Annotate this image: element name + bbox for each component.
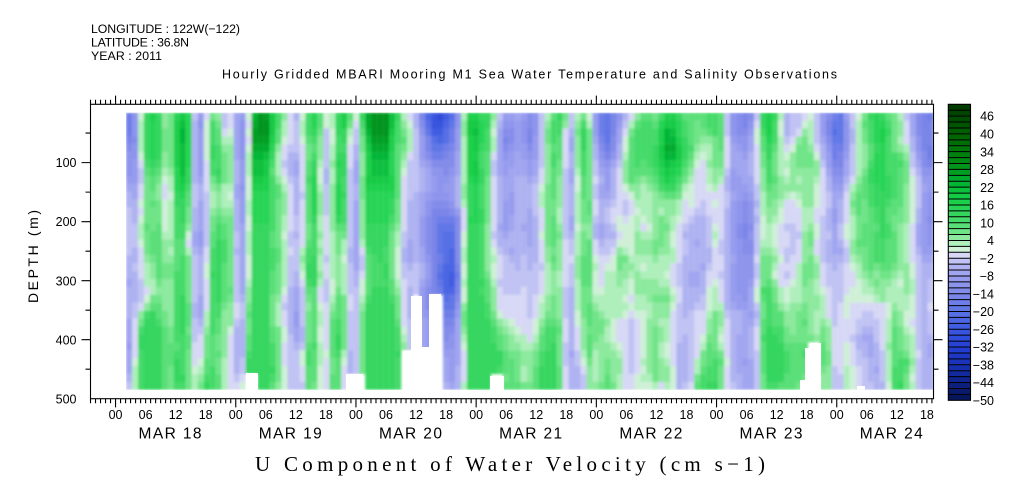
svg-text:−38: −38 xyxy=(973,358,994,372)
svg-text:12: 12 xyxy=(169,408,183,422)
svg-text:00: 00 xyxy=(349,408,363,422)
svg-text:−32: −32 xyxy=(973,341,994,355)
svg-text:−14: −14 xyxy=(973,287,994,301)
svg-text:10: 10 xyxy=(980,216,994,230)
svg-text:−8: −8 xyxy=(980,270,994,284)
svg-text:MAR 18: MAR 18 xyxy=(139,426,202,443)
svg-text:00: 00 xyxy=(109,408,123,422)
svg-text:18: 18 xyxy=(559,408,573,422)
svg-text:−20: −20 xyxy=(973,305,994,319)
svg-text:4: 4 xyxy=(987,234,994,248)
svg-text:12: 12 xyxy=(289,408,303,422)
svg-text:00: 00 xyxy=(469,408,483,422)
svg-text:18: 18 xyxy=(680,408,694,422)
svg-text:18: 18 xyxy=(319,408,333,422)
svg-text:MAR 23: MAR 23 xyxy=(740,426,803,443)
svg-text:40: 40 xyxy=(980,128,994,142)
svg-text:34: 34 xyxy=(980,145,994,159)
svg-text:MAR 22: MAR 22 xyxy=(619,426,682,443)
svg-text:12: 12 xyxy=(529,408,543,422)
svg-text:06: 06 xyxy=(379,408,393,422)
svg-text:00: 00 xyxy=(710,408,724,422)
svg-text:06: 06 xyxy=(860,408,874,422)
svg-text:22: 22 xyxy=(980,181,994,195)
svg-text:MAR 24: MAR 24 xyxy=(860,426,923,443)
svg-text:12: 12 xyxy=(409,408,423,422)
svg-text:YEAR : 2011: YEAR : 2011 xyxy=(91,49,162,63)
svg-text:MAR 19: MAR 19 xyxy=(259,426,322,443)
svg-text:LONGITUDE : 122W(−122): LONGITUDE : 122W(−122) xyxy=(91,22,240,36)
svg-text:00: 00 xyxy=(830,408,844,422)
svg-text:06: 06 xyxy=(499,408,513,422)
svg-text:18: 18 xyxy=(199,408,213,422)
svg-text:−26: −26 xyxy=(973,323,994,337)
svg-text:MAR 20: MAR 20 xyxy=(379,426,442,443)
svg-text:500: 500 xyxy=(56,392,77,406)
svg-text:300: 300 xyxy=(56,274,77,288)
svg-text:−50: −50 xyxy=(973,394,994,408)
svg-text:06: 06 xyxy=(139,408,153,422)
svg-text:400: 400 xyxy=(56,333,77,347)
svg-text:−44: −44 xyxy=(973,376,994,390)
svg-text:00: 00 xyxy=(589,408,603,422)
svg-text:−2: −2 xyxy=(980,252,994,266)
svg-text:18: 18 xyxy=(800,408,814,422)
svg-text:Hourly Gridded MBARI Mooring M: Hourly Gridded MBARI Mooring M1 Sea Wate… xyxy=(222,68,837,82)
svg-text:06: 06 xyxy=(740,408,754,422)
svg-text:18: 18 xyxy=(920,408,934,422)
svg-text:46: 46 xyxy=(980,110,994,124)
svg-text:MAR 21: MAR 21 xyxy=(499,426,562,443)
svg-text:DEPTH (m): DEPTH (m) xyxy=(25,210,41,303)
svg-text:00: 00 xyxy=(229,408,243,422)
svg-text:U Component of Water Velocity: U Component of Water Velocity (cm s−1) xyxy=(255,452,765,476)
svg-text:12: 12 xyxy=(890,408,904,422)
svg-text:28: 28 xyxy=(980,163,994,177)
svg-text:16: 16 xyxy=(980,199,994,213)
svg-text:06: 06 xyxy=(619,408,633,422)
svg-text:18: 18 xyxy=(439,408,453,422)
svg-text:12: 12 xyxy=(649,408,663,422)
svg-text:12: 12 xyxy=(770,408,784,422)
svg-text:LATITUDE : 36.8N: LATITUDE : 36.8N xyxy=(91,36,189,50)
svg-text:06: 06 xyxy=(259,408,273,422)
svg-text:100: 100 xyxy=(56,156,77,170)
svg-text:200: 200 xyxy=(56,215,77,229)
